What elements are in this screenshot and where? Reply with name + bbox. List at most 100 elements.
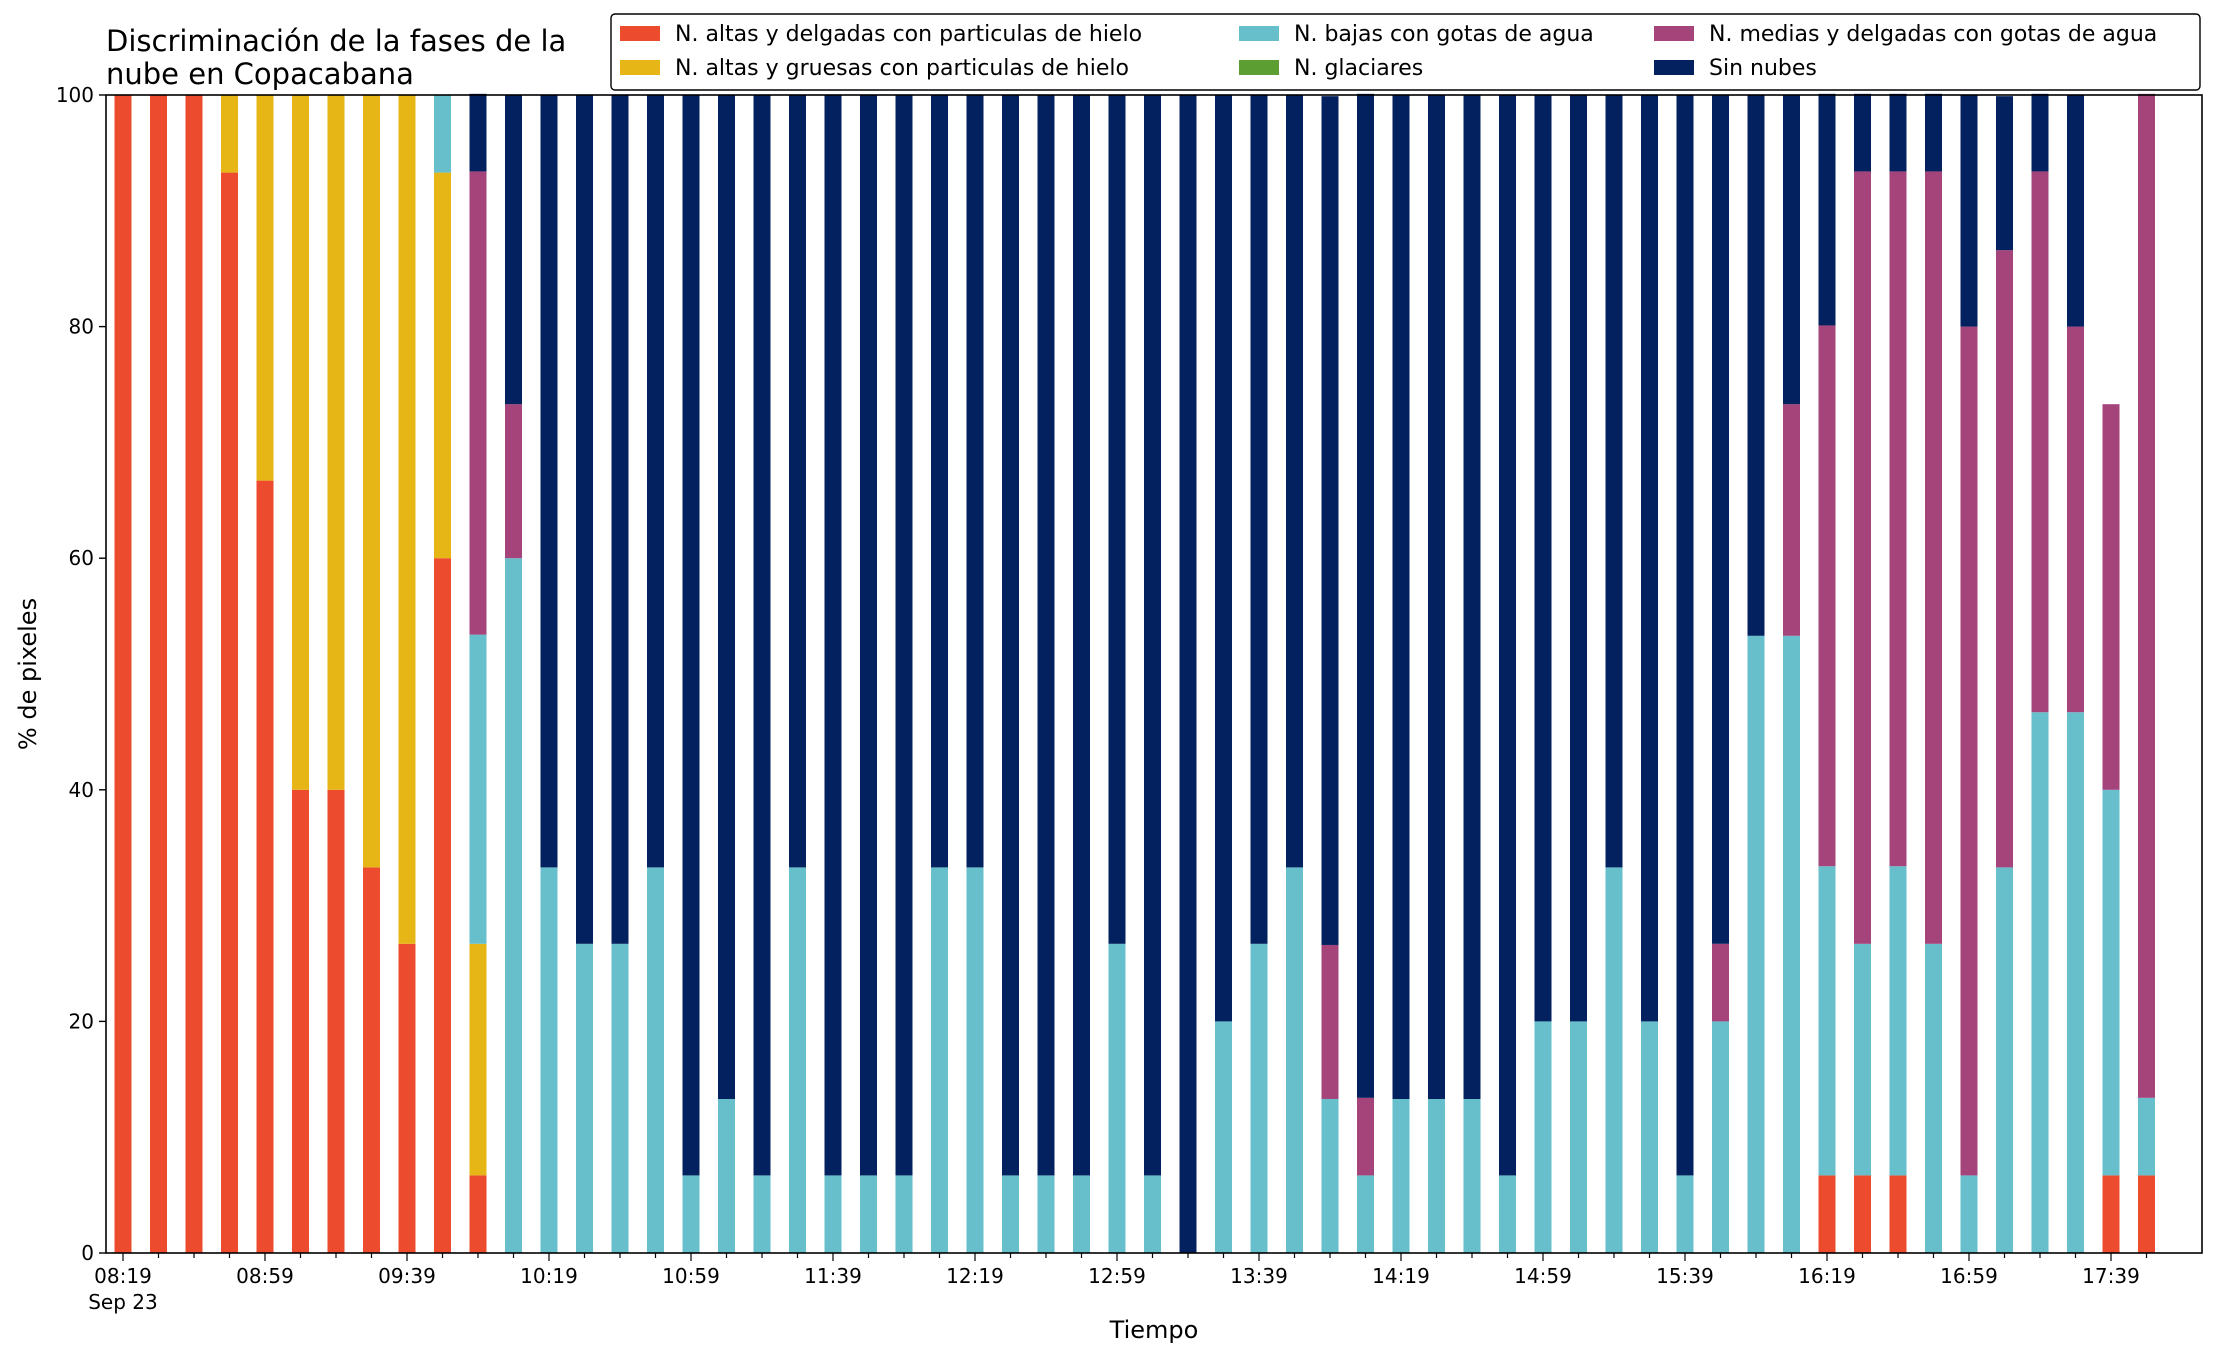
bar-n-medias-y-delgadas-con-gotas-de-agua-1649 xyxy=(1925,171,1942,944)
bar-n-medias-y-delgadas-con-gotas-de-agua-1629 xyxy=(1854,171,1871,944)
bar-sin-nubes-1249 xyxy=(1073,95,1090,1176)
bar-n-bajas-con-gotas-de-agua-1139 xyxy=(824,1175,842,1253)
legend-label-sin-nubes: Sin nubes xyxy=(1709,56,1817,81)
bar-n-altas-y-gruesas-con-particulas-de-hielo-0919 xyxy=(327,95,345,790)
bar-n-bajas-con-gotas-de-agua-1729 xyxy=(2067,712,2084,1253)
bar-n-bajas-con-gotas-de-agua-1029 xyxy=(576,943,593,1253)
legend-label-n-bajas-con-gotas-de-agua: N. bajas con gotas de agua xyxy=(1294,22,1594,47)
x-axis-title: Tiempo xyxy=(1109,1316,1199,1344)
y-tick-label: 80 xyxy=(69,315,94,339)
y-tick-label: 100 xyxy=(56,83,94,107)
bar-n-bajas-con-gotas-de-agua-1419 xyxy=(1392,1098,1410,1253)
bar-sin-nubes-1549 xyxy=(1712,95,1729,944)
bar-sin-nubes-1449 xyxy=(1499,95,1516,1176)
bar-n-altas-y-delgadas-con-particulas-de-hielo-0839 xyxy=(185,95,203,1253)
bar-sin-nubes-1629 xyxy=(1854,93,1871,172)
x-tick-label: 13:39 xyxy=(1230,1264,1288,1288)
x-tick-label: 15:39 xyxy=(1656,1264,1714,1288)
x-tick-label: 14:19 xyxy=(1372,1264,1430,1288)
legend-swatch-n-glaciares xyxy=(1239,60,1279,75)
legend-frame xyxy=(610,13,2201,91)
bar-n-altas-y-delgadas-con-particulas-de-hielo-0929 xyxy=(363,867,380,1253)
bar-sin-nubes-1319 xyxy=(1179,95,1197,1253)
bar-n-bajas-con-gotas-de-agua-0959 xyxy=(469,634,487,944)
bars-layer xyxy=(114,93,2155,1254)
bar-n-altas-y-delgadas-con-particulas-de-hielo-1749 xyxy=(2138,1175,2155,1253)
bar-n-medias-y-delgadas-con-gotas-de-agua-1729 xyxy=(2067,326,2084,713)
bar-n-bajas-con-gotas-de-agua-1349 xyxy=(1286,867,1303,1253)
bar-n-altas-y-delgadas-con-particulas-de-hielo-0829 xyxy=(150,95,167,1253)
bar-n-bajas-con-gotas-de-agua-1309 xyxy=(1144,1175,1161,1253)
bar-n-altas-y-delgadas-con-particulas-de-hielo-1629 xyxy=(1854,1175,1871,1253)
bar-n-medias-y-delgadas-con-gotas-de-agua-1659 xyxy=(1960,326,1978,1176)
bar-n-bajas-con-gotas-de-agua-1209 xyxy=(931,867,948,1253)
bar-n-bajas-con-gotas-de-agua-1049 xyxy=(647,867,664,1253)
bar-n-bajas-con-gotas-de-agua-1529 xyxy=(1641,1021,1658,1253)
x-tick-label: 12:59 xyxy=(1088,1264,1146,1288)
bar-n-bajas-con-gotas-de-agua-1119 xyxy=(753,1175,771,1253)
bar-sin-nubes-1009 xyxy=(505,95,522,405)
bar-n-bajas-con-gotas-de-agua-1519 xyxy=(1605,867,1623,1253)
x-tick-label: 17:39 xyxy=(2082,1264,2140,1288)
bar-sin-nubes-1559 xyxy=(1747,95,1765,636)
bar-n-bajas-con-gotas-de-agua-1219 xyxy=(966,867,984,1253)
bar-n-bajas-con-gotas-de-agua-1609 xyxy=(1783,635,1800,1253)
bar-sin-nubes-1349 xyxy=(1286,95,1303,868)
bar-sin-nubes-1029 xyxy=(576,95,593,944)
bar-n-medias-y-delgadas-con-gotas-de-agua-0959 xyxy=(469,171,487,635)
bar-n-bajas-con-gotas-de-agua-1019 xyxy=(540,867,558,1253)
bar-n-bajas-con-gotas-de-agua-1129 xyxy=(789,867,806,1253)
y-axis-title: % de pixeles xyxy=(14,598,42,750)
x-tick-label: 16:59 xyxy=(1940,1264,1998,1288)
legend: N. altas y delgadas con particulas de hi… xyxy=(610,13,2201,91)
bar-n-altas-y-delgadas-con-particulas-de-hielo-0819 xyxy=(114,95,132,1253)
legend-swatch-n-altas-y-delgadas-con-particulas-de-hielo xyxy=(620,26,660,41)
bar-sin-nubes-1259 xyxy=(1108,95,1126,944)
bar-sin-nubes-1639 xyxy=(1889,93,1907,172)
bar-n-bajas-con-gotas-de-agua-1149 xyxy=(860,1175,877,1253)
bar-n-bajas-con-gotas-de-agua-1229 xyxy=(1002,1175,1019,1253)
bar-n-bajas-con-gotas-de-agua-1509 xyxy=(1570,1021,1587,1253)
bar-sin-nubes-1209 xyxy=(931,95,948,868)
bar-n-altas-y-gruesas-con-particulas-de-hielo-0859 xyxy=(256,95,274,481)
bar-n-bajas-con-gotas-de-agua-1719 xyxy=(2031,712,2049,1253)
bar-n-bajas-con-gotas-de-agua-1539 xyxy=(1676,1175,1694,1253)
bar-n-medias-y-delgadas-con-gotas-de-agua-1749 xyxy=(2138,93,2155,1098)
bar-sin-nubes-1709 xyxy=(1996,96,2013,251)
plot-frame xyxy=(105,94,2203,1254)
legend-label-n-altas-y-gruesas-con-particulas-de-hielo: N. altas y gruesas con particulas de hie… xyxy=(675,56,1129,81)
bar-sin-nubes-1659 xyxy=(1960,95,1978,327)
bar-n-bajas-con-gotas-de-agua-1709 xyxy=(1996,867,2013,1253)
bar-n-bajas-con-gotas-de-agua-1449 xyxy=(1499,1175,1516,1253)
x-tick-sublabel: Sep 23 xyxy=(88,1290,158,1314)
bar-n-bajas-con-gotas-de-agua-1749 xyxy=(2138,1097,2155,1176)
bar-sin-nubes-1509 xyxy=(1570,95,1587,1022)
bar-sin-nubes-1649 xyxy=(1925,93,1942,172)
bar-sin-nubes-1059 xyxy=(682,95,700,1176)
bar-n-bajas-con-gotas-de-agua-1659 xyxy=(1960,1175,1978,1253)
bar-sin-nubes-1159 xyxy=(895,95,913,1176)
bar-sin-nubes-1139 xyxy=(824,95,842,1176)
bar-n-medias-y-delgadas-con-gotas-de-agua-1639 xyxy=(1889,171,1907,867)
bar-sin-nubes-1109 xyxy=(718,95,735,1099)
bar-n-medias-y-delgadas-con-gotas-de-agua-1549 xyxy=(1712,943,1729,1022)
bar-sin-nubes-1619 xyxy=(1818,93,1836,326)
bar-n-bajas-con-gotas-de-agua-1649 xyxy=(1925,943,1942,1253)
chart-title-line-1: Discriminación de la fases de la xyxy=(106,24,566,58)
bar-sin-nubes-1339 xyxy=(1250,95,1268,944)
bar-n-medias-y-delgadas-con-gotas-de-agua-1359 xyxy=(1321,944,1339,1099)
bar-sin-nubes-1429 xyxy=(1428,95,1445,1099)
x-axis: 08:19 08:59 09:39 10:19 10:59 11:39 12:19 12:59… xyxy=(88,1253,2148,1314)
bar-sin-nubes-1609 xyxy=(1783,95,1800,405)
bar-n-bajas-con-gotas-de-agua-1159 xyxy=(895,1175,913,1253)
bar-n-altas-y-gruesas-con-particulas-de-hielo-0939 xyxy=(398,95,416,944)
bar-n-altas-y-delgadas-con-particulas-de-hielo-0859 xyxy=(256,480,274,1253)
bar-sin-nubes-1439 xyxy=(1463,95,1481,1099)
x-tick-label: 08:59 xyxy=(236,1264,294,1288)
bar-n-bajas-con-gotas-de-agua-1559 xyxy=(1747,635,1765,1253)
bar-sin-nubes-1119 xyxy=(753,95,771,1176)
bar-n-altas-y-gruesas-con-particulas-de-hielo-0849 xyxy=(221,95,238,173)
bar-sin-nubes-1039 xyxy=(611,95,629,944)
bar-n-altas-y-delgadas-con-particulas-de-hielo-0959 xyxy=(469,1175,487,1253)
